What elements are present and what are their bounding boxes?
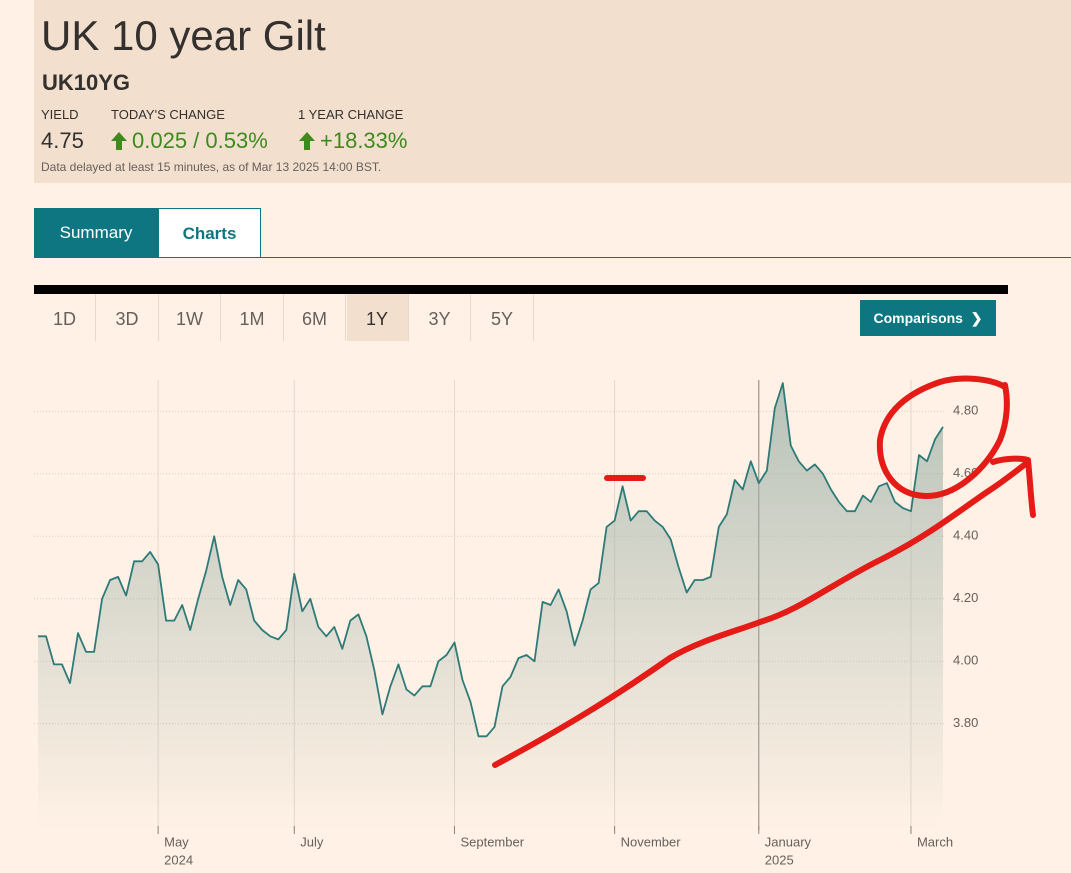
x-tick-year: 2024	[164, 852, 193, 867]
x-tick-label: May	[164, 834, 189, 849]
up-arrow	[299, 132, 315, 150]
area	[38, 383, 943, 830]
y-tick-label: 4.40	[953, 528, 978, 543]
range-button[interactable]: 3D	[97, 294, 159, 341]
title: UK 10 year Gilt	[41, 12, 326, 59]
x-tick-label: March	[917, 834, 953, 849]
range-button[interactable]: 1D	[34, 294, 96, 341]
stat-label: YIELD	[41, 107, 79, 122]
annotation-arrow	[990, 455, 1036, 518]
symbol: UK10YG	[42, 70, 131, 95]
y-tick-label: 4.20	[953, 590, 978, 605]
stat-label: TODAY'S CHANGE	[111, 107, 225, 122]
quote-header	[34, 0, 1071, 183]
annotation-trend	[492, 459, 1031, 768]
range-button[interactable]: 6M	[284, 294, 346, 341]
x-tick-label: January	[765, 834, 812, 849]
range-button[interactable]: 5Y	[472, 294, 534, 341]
stat-value: +18.33%	[320, 128, 408, 153]
button-label: Comparisons	[873, 310, 963, 326]
x-tick-label: November	[621, 834, 682, 849]
y-tick-label: 4.80	[953, 403, 978, 418]
stat-label: 1 YEAR CHANGE	[298, 107, 404, 122]
x-tick-label: July	[300, 834, 324, 849]
y-tick-label: 3.80	[953, 715, 978, 730]
x-tick-year: 2025	[765, 852, 794, 867]
delay-note: Data delayed at least 15 minutes, as of …	[41, 160, 382, 174]
section-bar	[34, 285, 1008, 294]
tab[interactable]: Charts	[158, 208, 261, 258]
up-arrow	[111, 132, 127, 150]
line	[38, 382, 944, 738]
annotation-circle	[876, 375, 1010, 500]
comparisons-button[interactable]: Comparisons ❯	[860, 300, 996, 336]
range-button[interactable]: 1M	[222, 294, 284, 341]
range-button[interactable]: 1Y	[346, 294, 409, 341]
range-button[interactable]: 1W	[159, 294, 221, 341]
stat-value: 0.025 / 0.53%	[132, 128, 268, 153]
x-tick-label: September	[460, 834, 524, 849]
y-tick-label: 4.00	[953, 653, 978, 668]
tab[interactable]: Summary	[34, 208, 158, 258]
stat-value: 4.75	[41, 128, 84, 153]
annotations	[492, 375, 1036, 768]
tab-underline	[34, 257, 1071, 258]
range-button[interactable]: 3Y	[409, 294, 471, 341]
